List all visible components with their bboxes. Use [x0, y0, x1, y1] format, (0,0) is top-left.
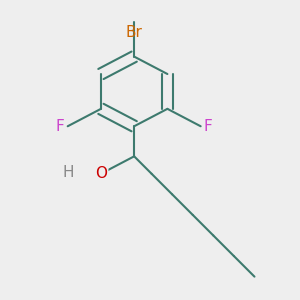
Text: O: O [95, 166, 107, 181]
Text: H: H [62, 165, 74, 180]
Text: F: F [56, 119, 64, 134]
Text: Br: Br [126, 25, 142, 40]
Text: F: F [204, 119, 213, 134]
